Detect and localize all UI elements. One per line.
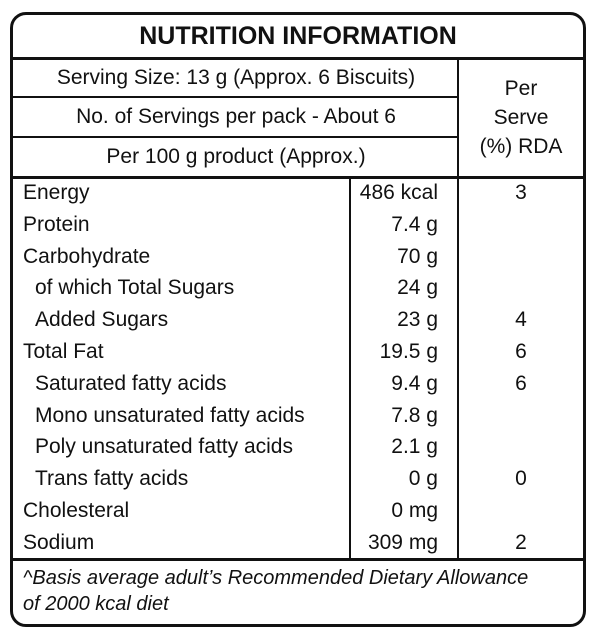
row-mono-unsaturated: Mono unsaturated fatty acids 7.8 g <box>13 400 583 432</box>
nutrient-value: 309 mg <box>367 530 438 554</box>
divider-header-bottom <box>13 176 583 179</box>
per-serve-line3: (%) RDA <box>479 134 563 158</box>
nutrient-value: 0 mg <box>391 498 438 522</box>
row-total-fat: Total Fat 19.5 g 6 <box>13 336 583 368</box>
nutrient-name: Protein <box>23 212 90 236</box>
divider-servings <box>13 136 459 138</box>
nutrient-rda: 6 <box>515 371 527 395</box>
row-carbohydrate: Carbohydrate 70 g <box>13 241 583 273</box>
row-energy: Energy 486 kcal 3 <box>13 177 583 209</box>
divider-table-bottom <box>13 558 583 561</box>
row-total-sugars: of which Total Sugars 24 g <box>13 272 583 304</box>
servings-per-pack: No. of Servings per pack - About 6 <box>76 105 396 128</box>
nutrient-name: Sodium <box>23 530 95 554</box>
row-poly-unsaturated: Poly unsaturated fatty acids 2.1 g <box>13 431 583 463</box>
nutrient-value: 24 g <box>397 276 438 300</box>
footnote-line2: of 2000 kcal diet <box>23 593 169 615</box>
divider-title <box>13 57 583 60</box>
nutrient-rda: 2 <box>515 530 527 554</box>
nutrient-name: Energy <box>23 181 90 204</box>
divider-serving <box>13 96 459 98</box>
nutrient-rda: 6 <box>515 339 527 363</box>
per-serve-line1: Per <box>504 76 538 100</box>
nutrient-rda: 3 <box>515 181 527 204</box>
nutrient-value: 2.1 g <box>391 435 438 459</box>
nutrient-rda: 0 <box>515 467 527 491</box>
per-serve-rda-header: Per Serve (%) RDA <box>459 57 583 177</box>
nutrient-value: 19.5 g <box>379 339 438 363</box>
nutrient-name: Total Fat <box>23 339 104 363</box>
row-saturated-fat: Saturated fatty acids 9.4 g 6 <box>13 368 583 400</box>
footnote-line1: ^Basis average adult’s Recommended Dieta… <box>23 567 529 589</box>
nutrient-name: Added Sugars <box>35 308 169 332</box>
column-divider-value <box>349 177 351 560</box>
nutrient-value: 9.4 g <box>391 371 438 395</box>
nutrient-name: Cholesteral <box>23 498 130 522</box>
row-protein: Protein 7.4 g <box>13 209 583 241</box>
nutrient-table: Energy 486 kcal 3 Protein 7.4 g Carbohyd… <box>13 177 583 559</box>
nutrient-rda: 4 <box>515 308 527 332</box>
nutrient-value: 0 g <box>408 467 438 491</box>
nutrient-value: 7.8 g <box>391 403 438 427</box>
row-cholesterol: Cholesteral 0 mg <box>13 495 583 527</box>
row-added-sugars: Added Sugars 23 g 4 <box>13 304 583 336</box>
per-serve-line2: Serve <box>493 105 549 129</box>
nutrient-name: Saturated fatty acids <box>35 371 227 395</box>
column-divider-rda <box>457 57 459 560</box>
serving-size: Serving Size: 13 g (Approx. 6 Biscuits) <box>56 66 416 89</box>
rda-footnote: ^Basis average adult’s Recommended Dieta… <box>23 565 583 617</box>
nutrient-name: of which Total Sugars <box>35 276 235 300</box>
nutrition-title: NUTRITION INFORMATION <box>139 21 457 50</box>
nutrient-name: Mono unsaturated fatty acids <box>35 403 305 427</box>
nutrient-name: Carbohydrate <box>23 244 151 268</box>
nutrient-value: 70 g <box>397 244 438 268</box>
nutrition-label: NUTRITION INFORMATION Serving Size: 13 g… <box>10 12 586 627</box>
row-sodium: Sodium 309 mg 2 <box>13 527 583 559</box>
row-trans-fat: Trans fatty acids 0 g 0 <box>13 463 583 495</box>
per-100g-header: Per 100 g product (Approx.) <box>106 145 366 168</box>
nutrient-value: 7.4 g <box>391 212 438 236</box>
nutrient-value: 23 g <box>397 308 438 332</box>
nutrient-value: 486 kcal <box>359 181 438 204</box>
nutrient-name: Poly unsaturated fatty acids <box>35 435 293 459</box>
nutrient-name: Trans fatty acids <box>35 467 189 491</box>
